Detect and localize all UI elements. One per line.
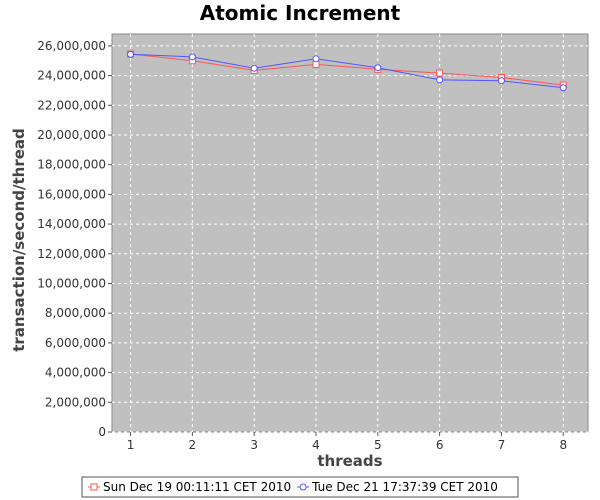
data-point [436,76,444,84]
data-point [436,69,444,77]
data-point [312,60,320,68]
legend: Sun Dec 19 00:11:11 CET 2010 Tue Dec 21 1… [81,476,519,498]
legend-label: Sun Dec 19 00:11:11 CET 2010 [103,480,291,494]
y-axis-label: transaction/second/thread [10,128,28,352]
legend-marker [299,483,307,491]
axes: 0 2,000,000 4,000,000 6,000,000 8,000,000 10,… [37,39,567,452]
plot-area [111,33,589,433]
data-point [497,77,505,85]
x-axis-label: threads [317,452,382,470]
y-tick-label: 10,000,000 [37,276,106,290]
x-tick-label: 1 [127,438,135,452]
y-tick-label: 16,000,000 [37,187,106,201]
series-2 [127,50,567,92]
x-tick-label: 8 [559,438,567,452]
y-tick-label: 18,000,000 [37,158,106,172]
x-tick-label: 7 [498,438,506,452]
x-tick-label: 5 [374,438,382,452]
grid-lines [112,34,588,433]
legend-label: Tue Dec 21 17:37:39 CET 2010 [311,480,498,494]
y-tick-label: 20,000,000 [37,128,106,142]
y-tick-label: 8,000,000 [45,306,106,320]
x-tick-label: 2 [189,438,197,452]
chart-title: Atomic Increment [200,1,401,25]
x-tick-label: 3 [250,438,258,452]
y-tick-label: 24,000,000 [37,69,106,83]
series-layer [127,50,567,92]
y-tick-label: 12,000,000 [37,247,106,261]
x-tick-label: 6 [436,438,444,452]
y-tick-label: 2,000,000 [45,395,106,409]
y-tick-label: 14,000,000 [37,217,106,231]
data-point [188,53,196,61]
y-tick-label: 4,000,000 [45,366,106,380]
y-tick-label: 6,000,000 [45,336,106,350]
data-point [127,50,135,58]
data-point [250,64,258,72]
series-line [130,53,564,89]
y-tick-label: 26,000,000 [37,39,106,53]
data-point [559,84,567,92]
x-tick-label: 4 [312,438,320,452]
y-tick-label: 0 [98,425,106,439]
series-line [130,53,564,86]
legend-marker [90,483,98,491]
y-tick-label: 22,000,000 [37,98,106,112]
data-point [374,64,382,72]
data-point [312,55,320,63]
